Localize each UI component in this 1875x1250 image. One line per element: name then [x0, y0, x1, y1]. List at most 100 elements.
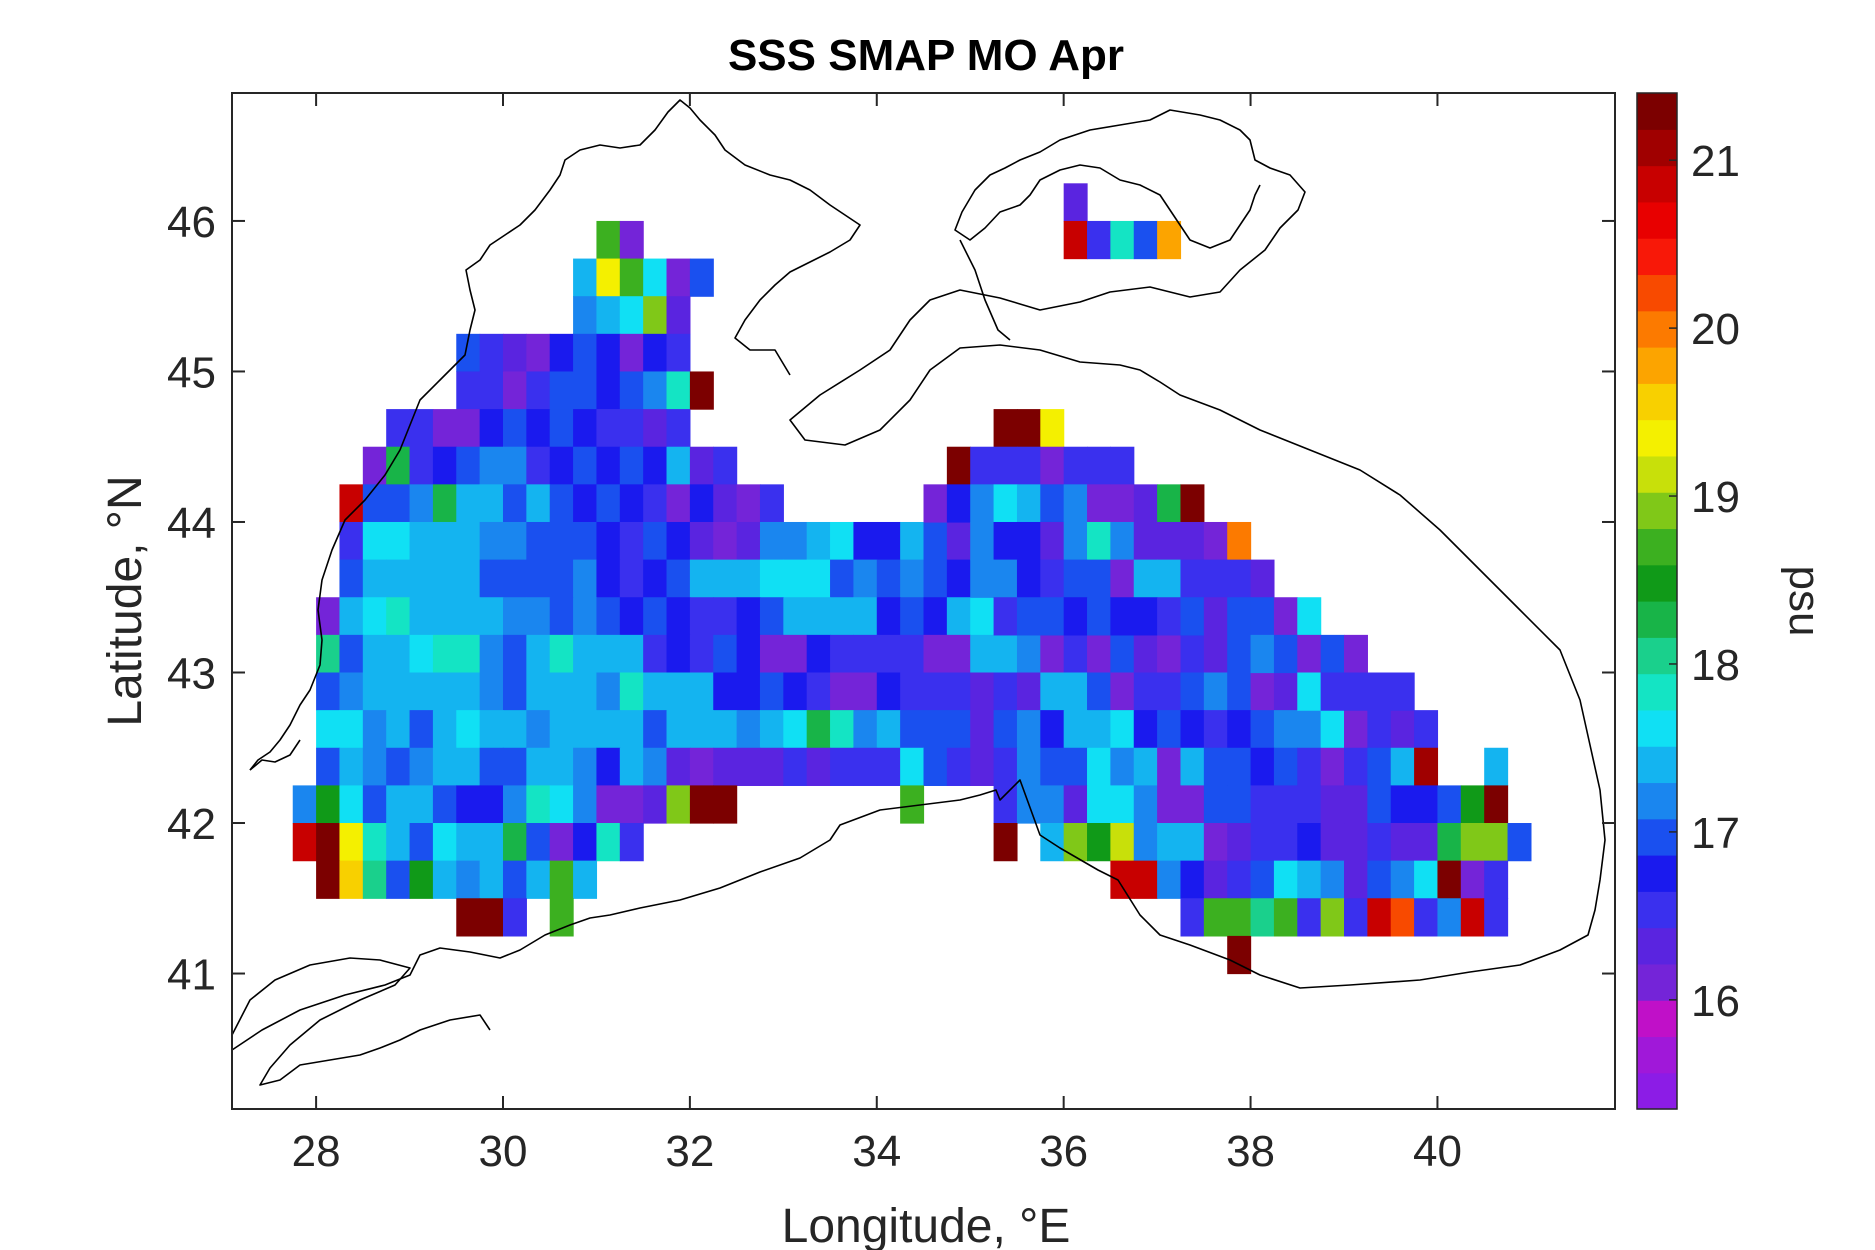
salinity-cell — [573, 634, 598, 674]
salinity-cell — [386, 672, 411, 711]
salinity-cell — [643, 258, 668, 297]
salinity-cell — [1227, 747, 1252, 786]
salinity-cell — [876, 597, 901, 636]
salinity-cell — [1297, 634, 1322, 674]
salinity-cell — [1367, 860, 1392, 899]
salinity-cell — [876, 634, 901, 674]
salinity-cell — [1227, 785, 1252, 824]
salinity-cell — [292, 823, 317, 862]
salinity-cell — [1016, 559, 1041, 598]
salinity-cell — [1507, 823, 1532, 862]
salinity-cell — [900, 710, 925, 749]
salinity-cell — [573, 258, 598, 297]
salinity-cell — [666, 296, 691, 335]
salinity-cell — [1063, 220, 1088, 260]
salinity-cell — [1250, 672, 1275, 711]
salinity-cell — [432, 559, 457, 598]
salinity-cell — [362, 521, 387, 561]
salinity-cell — [1203, 597, 1228, 636]
salinity-cell — [456, 521, 481, 561]
salinity-cell — [1063, 183, 1088, 222]
salinity-cell — [759, 634, 784, 674]
salinity-cell — [1437, 823, 1462, 862]
salinity-cell — [386, 634, 411, 674]
salinity-cell — [573, 484, 598, 523]
salinity-cell — [1110, 710, 1135, 749]
salinity-cell — [970, 597, 995, 636]
salinity-cell — [666, 446, 691, 485]
salinity-cell — [456, 634, 481, 674]
salinity-cell — [1297, 898, 1322, 937]
salinity-cell — [432, 521, 457, 561]
salinity-cell — [993, 710, 1018, 749]
salinity-cell — [713, 710, 738, 749]
salinity-cell — [853, 747, 878, 786]
salinity-cell — [1390, 823, 1415, 862]
salinity-cell — [1320, 898, 1345, 937]
salinity-cell — [432, 446, 457, 485]
salinity-cell — [362, 785, 387, 824]
salinity-cells — [292, 183, 1532, 975]
salinity-cell — [1063, 672, 1088, 711]
colorbar-segment — [1637, 347, 1677, 384]
salinity-cell — [1367, 898, 1392, 937]
salinity-cell — [502, 710, 527, 749]
colorbar-segment — [1637, 564, 1677, 602]
colorbar-segment — [1637, 637, 1677, 675]
salinity-cell — [1180, 823, 1205, 862]
salinity-cell — [1180, 785, 1205, 824]
salinity-cell — [1040, 710, 1065, 749]
salinity-cell — [432, 484, 457, 523]
salinity-cell — [736, 634, 761, 674]
salinity-cell — [970, 559, 995, 598]
salinity-cell — [362, 672, 387, 711]
salinity-cell — [386, 710, 411, 749]
salinity-cell — [1157, 220, 1182, 260]
salinity-cell — [689, 597, 714, 636]
salinity-cell — [502, 860, 527, 899]
salinity-cell — [1157, 860, 1182, 899]
salinity-cell — [386, 785, 411, 824]
salinity-cell — [1157, 785, 1182, 824]
salinity-cell — [946, 672, 971, 711]
salinity-cell — [456, 446, 481, 485]
salinity-cell — [1203, 672, 1228, 711]
salinity-cell — [1110, 484, 1135, 523]
salinity-cell — [479, 860, 504, 899]
salinity-cell — [1016, 710, 1041, 749]
salinity-cell — [1016, 484, 1041, 523]
salinity-cell — [526, 559, 551, 598]
salinity-cell — [1203, 860, 1228, 899]
salinity-cell — [1250, 559, 1275, 598]
salinity-cell — [1063, 597, 1088, 636]
salinity-cell — [759, 747, 784, 786]
salinity-cell — [456, 333, 481, 373]
salinity-cell — [1133, 521, 1158, 561]
salinity-cell — [1203, 823, 1228, 862]
salinity-cell — [409, 747, 434, 786]
salinity-cell — [549, 371, 574, 410]
salinity-cell — [1250, 785, 1275, 824]
salinity-cell — [549, 747, 574, 786]
salinity-cell — [1157, 597, 1182, 636]
salinity-cell — [1320, 634, 1345, 674]
salinity-cell — [362, 559, 387, 598]
salinity-cell — [479, 672, 504, 711]
salinity-cell — [596, 409, 621, 448]
salinity-cell — [1110, 747, 1135, 786]
salinity-cell — [596, 371, 621, 410]
salinity-cell — [573, 710, 598, 749]
salinity-cell — [713, 446, 738, 485]
salinity-cell — [713, 521, 738, 561]
salinity-cell — [456, 672, 481, 711]
salinity-cell — [479, 747, 504, 786]
salinity-cell — [876, 672, 901, 711]
salinity-cell — [666, 710, 691, 749]
salinity-cell — [1344, 747, 1368, 786]
salinity-cell — [1390, 710, 1415, 749]
salinity-cell — [1390, 898, 1415, 937]
salinity-cell — [386, 597, 411, 636]
salinity-cell — [1273, 597, 1298, 636]
salinity-cell — [643, 521, 668, 561]
salinity-cell — [759, 597, 784, 636]
